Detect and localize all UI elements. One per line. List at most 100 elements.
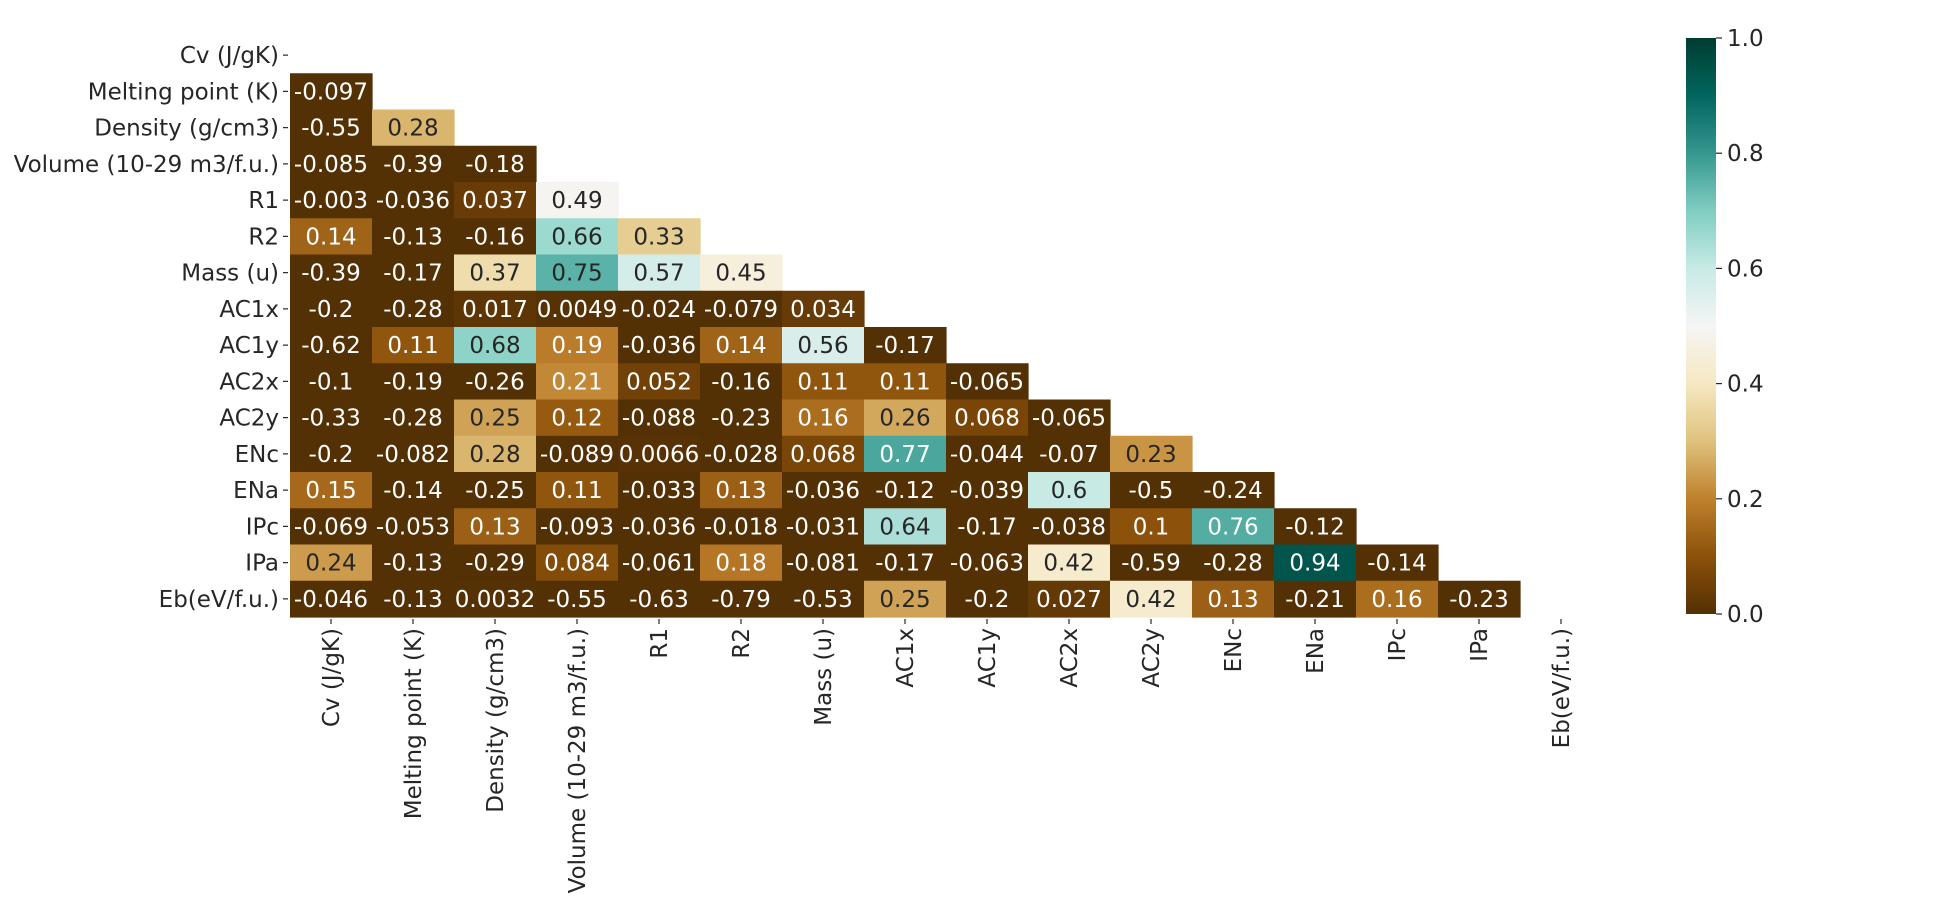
cell-value-label: 0.13 [715, 478, 766, 504]
cell-value-label: 0.11 [551, 478, 602, 504]
y-tick-label: AC1x [219, 297, 279, 323]
heatmap-cell [536, 254, 619, 292]
cell-value-label: -0.14 [383, 478, 443, 504]
heatmap-cell [372, 145, 455, 183]
cell-value-label: -0.33 [301, 406, 361, 432]
heatmap-cell [290, 254, 373, 292]
cell-value-label: -0.082 [376, 442, 450, 468]
cell-value-label: -0.063 [950, 551, 1024, 577]
heatmap-cell [782, 363, 865, 401]
cell-value-label: 0.66 [551, 224, 602, 250]
cell-value-label: -0.079 [704, 297, 778, 323]
heatmap-cell [946, 399, 1029, 437]
x-tick-label: Eb(eV/f.u.) [1549, 628, 1575, 748]
heatmap-cell [454, 218, 537, 256]
cell-value-label: 0.19 [551, 333, 602, 359]
heatmap-cell [782, 399, 865, 437]
cell-value-label: -0.26 [465, 369, 525, 395]
heatmap-cell [372, 544, 455, 582]
heatmap-cell [536, 508, 619, 546]
y-tick-label: Melting point (K) [88, 79, 279, 105]
heatmap-cell [536, 363, 619, 401]
cell-value-label: -0.62 [301, 333, 361, 359]
heatmap-cell [1028, 508, 1111, 546]
heatmap-cell [290, 399, 373, 437]
cell-value-label: -0.25 [465, 478, 525, 504]
cell-value-label: -0.089 [540, 442, 614, 468]
heatmap-cell [864, 472, 947, 509]
heatmap-cell [1192, 580, 1275, 618]
heatmap-cell [372, 218, 455, 256]
heatmap-cell [618, 580, 701, 618]
cell-value-label: 0.64 [879, 514, 930, 540]
heatmap-cell [864, 508, 947, 546]
y-tick-label: ENa [233, 478, 279, 504]
heatmap-cell [536, 399, 619, 437]
cell-value-label: -0.036 [622, 514, 696, 540]
cell-value-label: 0.13 [1207, 587, 1258, 613]
heatmap-cell [290, 73, 373, 111]
cell-value-label: -0.39 [301, 261, 361, 287]
heatmap-cell [536, 182, 619, 219]
cell-value-label: -0.024 [622, 297, 696, 323]
cell-value-label: 0.068 [790, 442, 856, 468]
cell-value-label: 0.26 [879, 406, 930, 432]
heatmap-cell [290, 363, 373, 401]
heatmap-cell [1356, 544, 1439, 582]
cell-value-label: 0.037 [462, 188, 528, 214]
heatmap-cell [946, 435, 1029, 473]
heatmap-cell [290, 327, 373, 364]
cell-value-label: -0.046 [294, 587, 368, 613]
cell-value-label: -0.028 [704, 442, 778, 468]
heatmap-cell [782, 435, 865, 473]
x-tick-label: AC1y [975, 628, 1001, 688]
cell-value-label: 0.77 [879, 442, 930, 468]
cell-value-label: -0.17 [383, 261, 443, 287]
cell-value-label: -0.018 [704, 514, 778, 540]
heatmap-cell [700, 399, 783, 437]
heatmap-cell [618, 399, 701, 437]
cell-value-label: -0.2 [309, 297, 354, 323]
x-tick-label: AC2x [1057, 628, 1083, 688]
heatmap-cell [454, 290, 537, 328]
cell-value-label: -0.053 [376, 514, 450, 540]
cell-value-label: -0.55 [301, 116, 361, 142]
heatmap-cell [454, 399, 537, 437]
y-tick-label: R2 [248, 224, 279, 250]
cell-value-label: -0.061 [622, 551, 696, 577]
heatmap-cell [1110, 508, 1193, 546]
cell-value-label: 0.75 [551, 261, 602, 287]
cell-value-label: 0.24 [305, 551, 356, 577]
heatmap-cell [618, 327, 701, 364]
heatmap-cell [1110, 580, 1193, 618]
y-tick-label: Eb(eV/f.u.) [159, 587, 279, 613]
heatmap-cell [1110, 435, 1193, 473]
cell-value-label: 0.23 [1125, 442, 1176, 468]
cell-value-label: -0.088 [622, 406, 696, 432]
cell-value-label: -0.031 [786, 514, 860, 540]
x-tick-label: IPc [1385, 628, 1411, 661]
heatmap-cell [290, 109, 373, 147]
cell-value-label: -0.039 [950, 478, 1024, 504]
cell-value-label: -0.038 [1032, 514, 1106, 540]
x-tick-label: AC2y [1139, 628, 1165, 688]
heatmap-cell [946, 472, 1029, 509]
cell-value-label: 0.49 [551, 188, 602, 214]
heatmap-cell [782, 327, 865, 364]
cell-value-label: 0.084 [544, 551, 610, 577]
heatmap-cell [1192, 544, 1275, 582]
cell-value-label: 0.28 [469, 442, 520, 468]
heatmap-cell [618, 218, 701, 256]
x-tick-label: IPa [1467, 628, 1493, 662]
y-tick-label: AC2x [219, 369, 279, 395]
heatmap-cell [372, 109, 455, 147]
cell-value-label: -0.003 [294, 188, 368, 214]
heatmap-cell [454, 145, 537, 183]
y-tick-label: Volume (10-29 m3/f.u.) [14, 152, 279, 178]
cell-value-label: 0.12 [551, 406, 602, 432]
heatmap-cell [290, 580, 373, 618]
heatmap-cell [290, 218, 373, 256]
heatmap-cell [700, 544, 783, 582]
heatmap-cell [700, 508, 783, 546]
